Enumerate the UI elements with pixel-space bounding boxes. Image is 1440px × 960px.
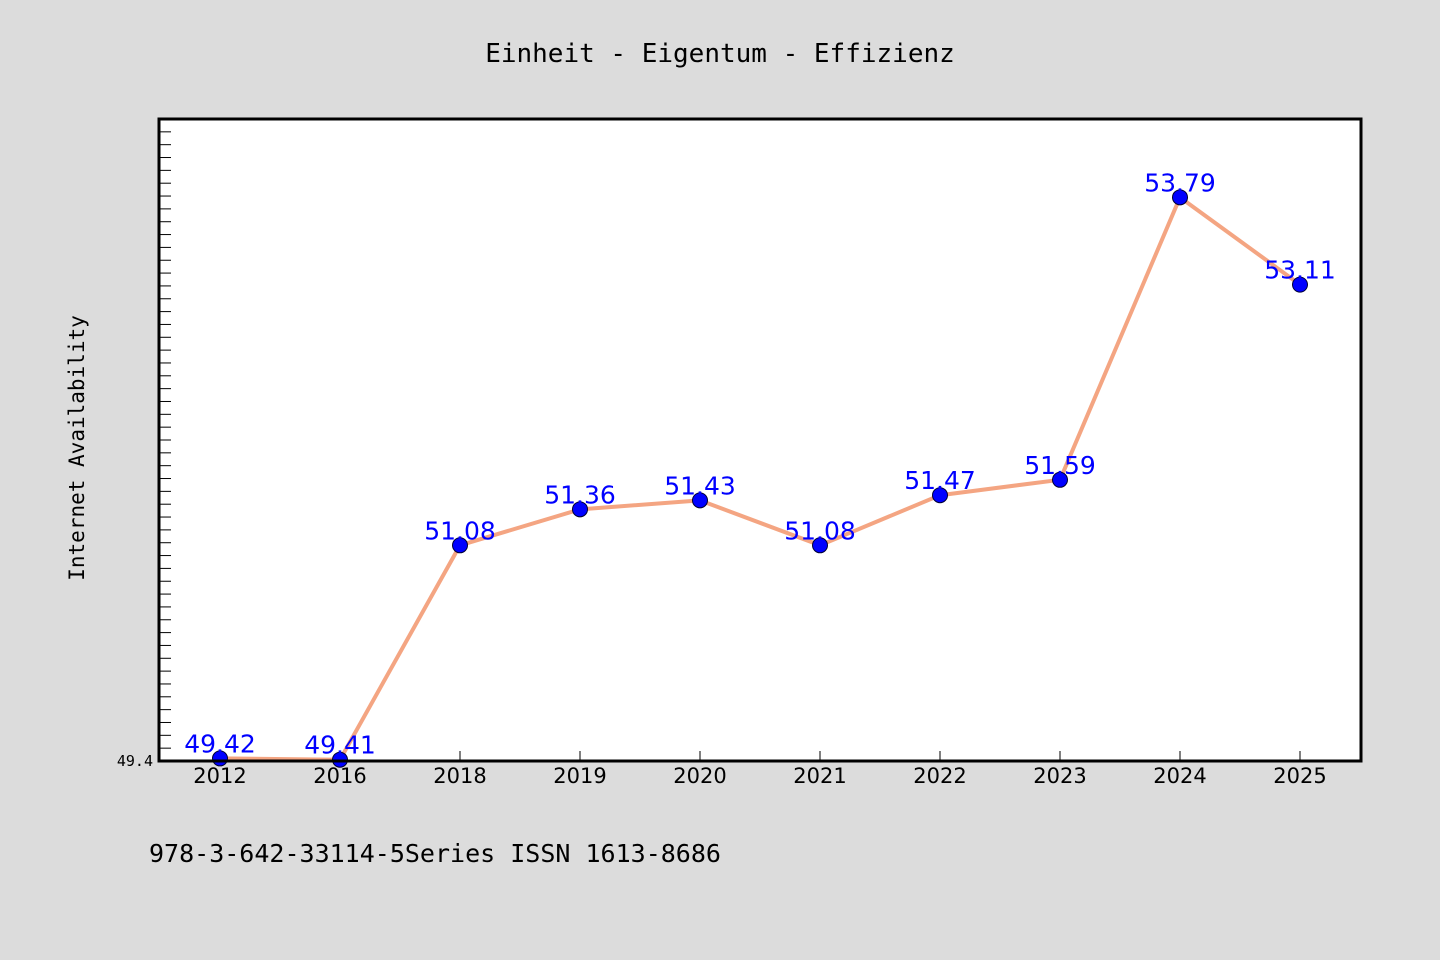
series-layer: 49.42 49.41 51.08 51.36 51.43 51.08 51.47 51.59… [184,168,1336,768]
data-point [452,537,468,554]
data-label: 51.36 [544,480,616,509]
data-label: 51.08 [424,516,496,545]
data-point [812,537,828,554]
data-label: 49.42 [184,729,256,758]
x-tick-label: 2016 [313,764,366,788]
data-label: 51.47 [904,466,976,495]
footer-text: 978-3-642-33114-5Series ISSN 1613-8686 [149,839,721,868]
data-point [1052,471,1068,488]
x-tick-label: 2021 [793,764,846,788]
plot-area [159,119,1361,761]
data-label: 51.08 [784,516,856,545]
data-point [932,487,948,504]
x-tick-label: 2012 [193,764,246,788]
data-point [692,492,708,509]
data-point [1292,276,1308,293]
x-tick-label: 2018 [433,764,486,788]
x-axis-ticks: 2012 2016 2018 2019 2020 2021 2022 2023 2024 2025 [193,751,1327,788]
y-axis-ticks: 49.4 [117,131,171,770]
data-label: 51.43 [664,471,736,500]
data-point [1172,189,1188,206]
data-point [572,501,588,518]
x-tick-label: 2025 [1273,764,1326,788]
data-label: 51.59 [1024,451,1096,480]
data-label: 49.41 [304,731,376,760]
x-tick-label: 2022 [913,764,966,788]
y-axis-label: Internet Availability [65,315,89,581]
x-tick-label: 2024 [1153,764,1206,788]
data-label: 53.11 [1264,256,1336,285]
chart-title: Einheit - Eigentum - Effizienz [485,39,955,69]
data-label: 53.79 [1144,168,1216,197]
x-tick-label: 2019 [553,764,606,788]
x-tick-label: 2020 [673,764,726,788]
y-tick-label: 49.4 [117,752,153,770]
plot-frame [157,117,1363,763]
series-line [219,195,1302,762]
x-tick-label: 2023 [1033,764,1086,788]
